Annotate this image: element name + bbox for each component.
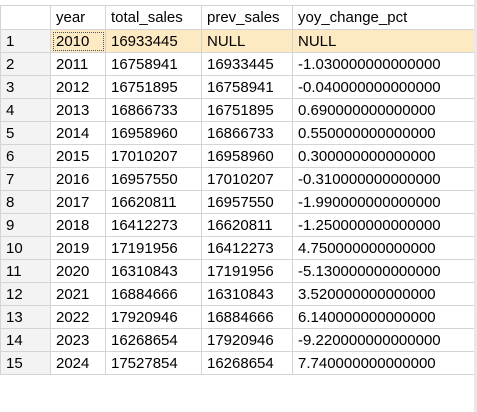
cell-total-sales[interactable]: 16933445 [105,29,202,53]
cell-prev-sales[interactable]: 16412273 [201,236,293,260]
cell-total-sales[interactable]: 17191956 [105,236,202,260]
cell-total-sales[interactable]: 16758941 [105,52,202,76]
row-number[interactable]: 8 [0,190,51,214]
cell-yoy-change-pct[interactable]: -9.220000000000000 [292,328,475,352]
cell-prev-sales[interactable]: 16310843 [201,282,293,306]
table-row[interactable]: 11 2020 16310843 17191956 -5.13000000000… [0,259,475,283]
cell-prev-sales[interactable]: 16884666 [201,305,293,329]
table-row[interactable]: 12 2021 16884666 16310843 3.520000000000… [0,282,475,306]
cell-total-sales[interactable]: 16268654 [105,328,202,352]
cell-year[interactable]: 2010 [50,29,106,53]
row-number[interactable]: 7 [0,167,51,191]
cell-year[interactable]: 2014 [50,121,106,145]
row-number[interactable]: 15 [0,351,51,375]
cell-yoy-change-pct[interactable]: -0.040000000000000 [292,75,475,99]
cell-year[interactable]: 2024 [50,351,106,375]
table-row[interactable]: 5 2014 16958960 16866733 0.5500000000000… [0,121,475,145]
results-table: year total_sales prev_sales yoy_change_p… [0,5,475,375]
row-number[interactable]: 3 [0,75,51,99]
cell-prev-sales[interactable]: 16268654 [201,351,293,375]
cell-year[interactable]: 2011 [50,52,106,76]
cell-year[interactable]: 2013 [50,98,106,122]
cell-prev-sales[interactable]: NULL [201,29,293,53]
cell-yoy-change-pct[interactable]: -0.310000000000000 [292,167,475,191]
cell-prev-sales[interactable]: 16866733 [201,121,293,145]
cell-prev-sales[interactable]: 17010207 [201,167,293,191]
cell-total-sales[interactable]: 16412273 [105,213,202,237]
row-number[interactable]: 12 [0,282,51,306]
cell-yoy-change-pct[interactable]: 7.740000000000000 [292,351,475,375]
table-row[interactable]: 6 2015 17010207 16958960 0.3000000000000… [0,144,475,168]
table-row[interactable]: 2 2011 16758941 16933445 -1.030000000000… [0,52,475,76]
column-header-total-sales[interactable]: total_sales [105,5,202,30]
table-row[interactable]: 4 2013 16866733 16751895 0.6900000000000… [0,98,475,122]
row-number[interactable]: 9 [0,213,51,237]
cell-yoy-change-pct[interactable]: NULL [292,29,475,53]
cell-year[interactable]: 2022 [50,305,106,329]
row-number[interactable]: 2 [0,52,51,76]
cell-total-sales[interactable]: 16310843 [105,259,202,283]
cell-year[interactable]: 2015 [50,144,106,168]
cell-prev-sales[interactable]: 17191956 [201,259,293,283]
header-row: year total_sales prev_sales yoy_change_p… [0,5,475,30]
row-number[interactable]: 5 [0,121,51,145]
cell-yoy-change-pct[interactable]: 4.750000000000000 [292,236,475,260]
row-number[interactable]: 13 [0,305,51,329]
cell-total-sales[interactable]: 16620811 [105,190,202,214]
cell-total-sales[interactable]: 16957550 [105,167,202,191]
cell-year[interactable]: 2021 [50,282,106,306]
cell-yoy-change-pct[interactable]: -5.130000000000000 [292,259,475,283]
cell-prev-sales[interactable]: 16958960 [201,144,293,168]
table-row[interactable]: 7 2016 16957550 17010207 -0.310000000000… [0,167,475,191]
column-header-year[interactable]: year [50,5,106,30]
row-number[interactable]: 1 [0,29,51,53]
cell-prev-sales[interactable]: 16933445 [201,52,293,76]
table-row[interactable]: 8 2017 16620811 16957550 -1.990000000000… [0,190,475,214]
row-number[interactable]: 6 [0,144,51,168]
table-row[interactable]: 15 2024 17527854 16268654 7.740000000000… [0,351,475,375]
cell-yoy-change-pct[interactable]: 3.520000000000000 [292,282,475,306]
cell-year[interactable]: 2017 [50,190,106,214]
cell-total-sales[interactable]: 16884666 [105,282,202,306]
cell-year[interactable]: 2023 [50,328,106,352]
cell-total-sales[interactable]: 17010207 [105,144,202,168]
corner-cell[interactable] [0,5,51,30]
cell-year[interactable]: 2016 [50,167,106,191]
table-row[interactable]: 10 2019 17191956 16412273 4.750000000000… [0,236,475,260]
cell-yoy-change-pct[interactable]: -1.250000000000000 [292,213,475,237]
cell-yoy-change-pct[interactable]: 0.690000000000000 [292,98,475,122]
table-row[interactable]: 13 2022 17920946 16884666 6.140000000000… [0,305,475,329]
cell-prev-sales[interactable]: 16620811 [201,213,293,237]
vertical-scrollbar-edge[interactable] [474,0,477,412]
cell-yoy-change-pct[interactable]: 0.300000000000000 [292,144,475,168]
cell-yoy-change-pct[interactable]: -1.030000000000000 [292,52,475,76]
cell-year[interactable]: 2012 [50,75,106,99]
column-header-prev-sales[interactable]: prev_sales [201,5,293,30]
cell-year[interactable]: 2019 [50,236,106,260]
cell-yoy-change-pct[interactable]: -1.990000000000000 [292,190,475,214]
cell-total-sales[interactable]: 16866733 [105,98,202,122]
table-row[interactable]: 14 2023 16268654 17920946 -9.22000000000… [0,328,475,352]
table-row[interactable]: 1 2010 16933445 NULL NULL [0,29,475,53]
cell-total-sales[interactable]: 16958960 [105,121,202,145]
cell-prev-sales[interactable]: 16751895 [201,98,293,122]
cell-year[interactable]: 2018 [50,213,106,237]
row-number[interactable]: 14 [0,328,51,352]
cell-prev-sales[interactable]: 16758941 [201,75,293,99]
cell-prev-sales[interactable]: 16957550 [201,190,293,214]
cell-year[interactable]: 2020 [50,259,106,283]
table-row[interactable]: 9 2018 16412273 16620811 -1.250000000000… [0,213,475,237]
cell-total-sales[interactable]: 17527854 [105,351,202,375]
row-number[interactable]: 10 [0,236,51,260]
column-header-yoy-change-pct[interactable]: yoy_change_pct [292,5,475,30]
row-number[interactable]: 11 [0,259,51,283]
cell-yoy-change-pct[interactable]: 6.140000000000000 [292,305,475,329]
row-number[interactable]: 4 [0,98,51,122]
cell-prev-sales[interactable]: 17920946 [201,328,293,352]
cell-total-sales[interactable]: 17920946 [105,305,202,329]
cell-yoy-change-pct[interactable]: 0.550000000000000 [292,121,475,145]
cell-total-sales[interactable]: 16751895 [105,75,202,99]
table-row[interactable]: 3 2012 16751895 16758941 -0.040000000000… [0,75,475,99]
